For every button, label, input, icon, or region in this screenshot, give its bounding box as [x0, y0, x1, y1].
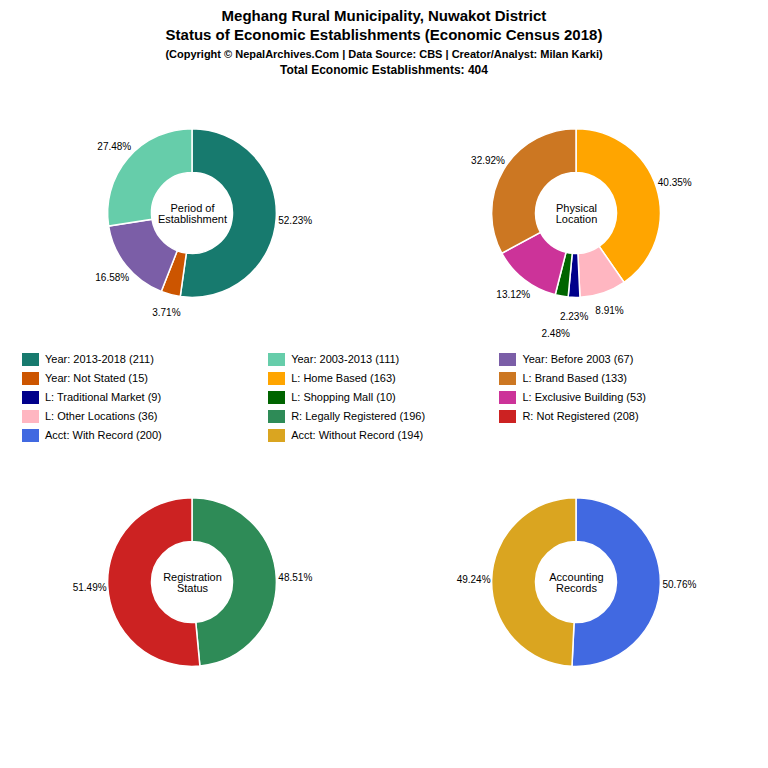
- html-text:L: Traditional Market (9): L: Traditional Market (9): [45, 391, 162, 403]
- svg-text:13.12%: 13.12%: [496, 289, 530, 300]
- html-text:L: Exclusive Building (53): L: Exclusive Building (53): [522, 391, 646, 403]
- html-text:R: Not Registered (208): R: Not Registered (208): [522, 410, 639, 422]
- svg-text:40.35%: 40.35%: [658, 177, 692, 188]
- svg-text:16.58%: 16.58%: [95, 272, 129, 283]
- html-text:L: Shopping Mall (10): L: Shopping Mall (10): [291, 391, 396, 403]
- html-text:L: Brand Based (133): L: Brand Based (133): [522, 372, 627, 384]
- svg-text:3.71%: 3.71%: [152, 307, 180, 318]
- html-text:Meghang Rural Municipality, Nu: Meghang Rural Municipality, Nuwakot Dist…: [165, 7, 603, 43]
- svg-text:8.91%: 8.91%: [595, 305, 623, 316]
- svg-text:PhysicalLocation: PhysicalLocation: [556, 202, 598, 225]
- svg-text:AccountingRecords: AccountingRecords: [549, 571, 603, 594]
- svg-text:2.48%: 2.48%: [541, 328, 569, 339]
- html-text:Year: Not Stated (15): Year: Not Stated (15): [45, 372, 148, 384]
- svg-text:Period ofEstablishment: Period ofEstablishment: [158, 202, 227, 225]
- html-text:Year: Before 2003 (67): Year: Before 2003 (67): [522, 353, 634, 365]
- html-text:L: Other Locations (36): L: Other Locations (36): [45, 410, 158, 422]
- svg-text:51.49%: 51.49%: [73, 582, 107, 593]
- svg-text:50.76%: 50.76%: [662, 579, 696, 590]
- svg-text:27.48%: 27.48%: [97, 141, 131, 152]
- html-text:Year: 2013-2018 (211): Year: 2013-2018 (211): [45, 353, 154, 365]
- html-text:Total Economic Establishments:: Total Economic Establishments: 404: [280, 63, 488, 77]
- svg-text:48.51%: 48.51%: [278, 572, 312, 583]
- html-text:Year: 2003-2013 (111): Year: 2003-2013 (111): [291, 353, 400, 365]
- svg-text:32.92%: 32.92%: [471, 155, 505, 166]
- html-text:(Copyright © NepalArchives.Com: (Copyright © NepalArchives.Com | Data So…: [165, 48, 603, 60]
- svg-text:2.23%: 2.23%: [560, 311, 588, 322]
- svg-text:RegistrationStatus: RegistrationStatus: [163, 571, 222, 594]
- svg-text:52.23%: 52.23%: [278, 215, 312, 226]
- html-text:Acct: With Record (200): Acct: With Record (200): [45, 429, 162, 441]
- html-text:Acct: Without Record (194): Acct: Without Record (194): [291, 429, 424, 441]
- html-text:R: Legally Registered (196): R: Legally Registered (196): [291, 410, 426, 422]
- svg-text:49.24%: 49.24%: [457, 574, 491, 585]
- html-text:L: Home Based (163): L: Home Based (163): [291, 372, 396, 384]
